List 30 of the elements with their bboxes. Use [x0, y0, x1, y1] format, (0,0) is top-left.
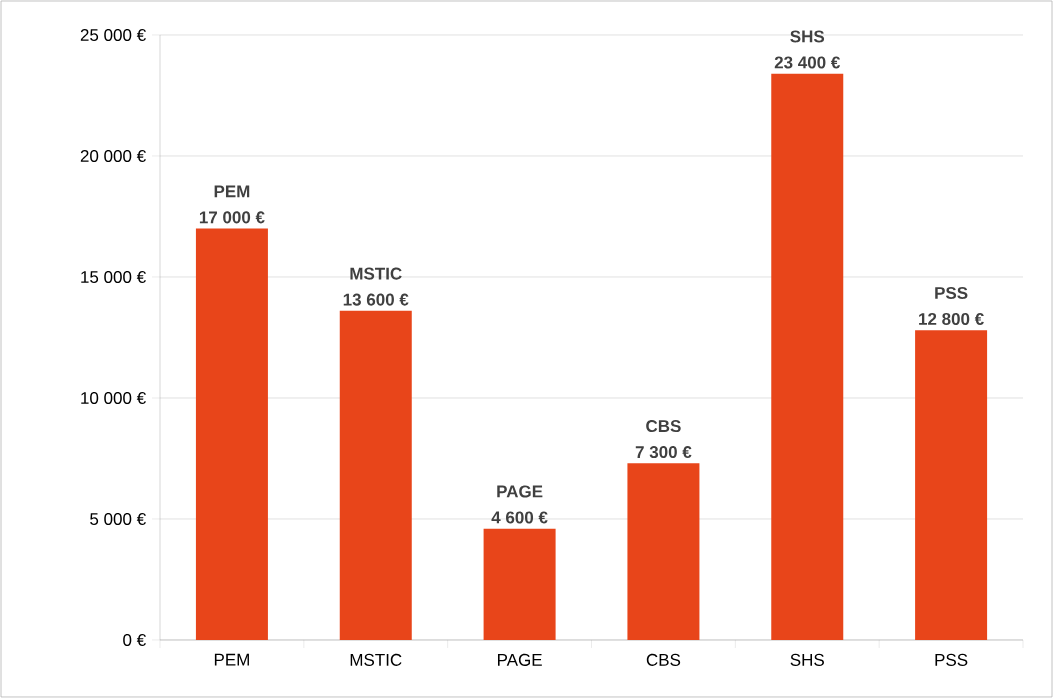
bar: [915, 330, 988, 640]
x-tick-label: PSS: [935, 653, 968, 666]
data-label: 17 000 €: [199, 211, 265, 224]
y-tick-label: 15 000 €: [81, 270, 146, 284]
x-tick-label: PAGE: [497, 653, 542, 666]
bar: [195, 228, 268, 640]
x-tick-label: CBS: [646, 653, 681, 666]
y-tick-label: 20 000 €: [80, 149, 146, 163]
data-label: 12 800 €: [919, 312, 984, 326]
bar: [483, 528, 556, 640]
x-tick-label: MSTIC: [350, 653, 402, 666]
category-label: SHS: [790, 30, 825, 43]
data-label: 4 600 €: [491, 511, 548, 524]
category-label: PAGE: [497, 485, 543, 498]
y-tick-label: 0 €: [123, 633, 146, 647]
y-tick-label: 5 000 €: [90, 512, 146, 526]
bar: [627, 463, 700, 640]
y-tick-label: 10 000 €: [81, 391, 146, 405]
category-label: MSTIC: [350, 267, 402, 280]
category-label: CBS: [646, 420, 681, 433]
data-label: 23 400 €: [774, 56, 841, 69]
x-tick-label: SHS: [790, 653, 824, 666]
data-label: 13 600 €: [343, 293, 409, 306]
bar: [339, 310, 412, 640]
category-label: PEM: [214, 185, 250, 198]
data-label: 7 300 €: [635, 446, 692, 459]
x-tick-label: PEM: [214, 653, 249, 666]
category-label: PSS: [935, 286, 968, 300]
y-tick-label: 25 000 €: [80, 28, 146, 42]
bar: [771, 73, 844, 640]
